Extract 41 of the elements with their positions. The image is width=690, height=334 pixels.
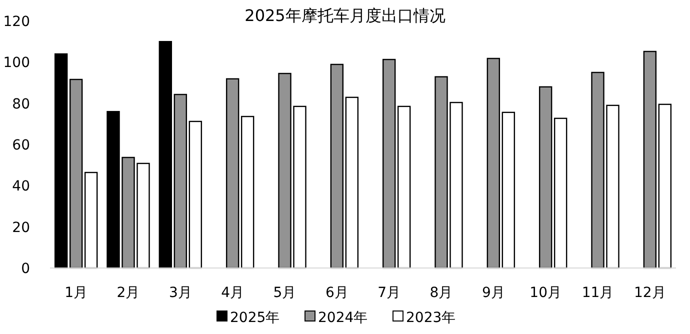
x-tick-label: 3月	[168, 285, 192, 301]
y-tick-label: 0	[21, 261, 30, 277]
bar	[188, 120, 202, 269]
bar	[345, 96, 359, 269]
x-tick-label: 11月	[582, 285, 614, 301]
bar	[554, 118, 568, 269]
legend-label: 2025年	[230, 310, 280, 326]
bar	[486, 58, 500, 269]
bar	[643, 50, 657, 269]
x-tick-label: 7月	[378, 285, 401, 301]
x-tick-label: 12月	[634, 285, 666, 301]
bar	[502, 112, 516, 269]
x-tick-label: 10月	[530, 285, 562, 301]
bar	[240, 116, 254, 269]
y-tick-label: 40	[12, 178, 30, 195]
bar	[382, 58, 396, 269]
y-tick-label: 60	[12, 138, 30, 154]
y-tick-label: 20	[12, 220, 30, 236]
x-tick-label: 9月	[482, 285, 505, 301]
bar	[538, 86, 552, 269]
x-tick-label: 4月	[221, 285, 244, 301]
bar	[226, 78, 240, 269]
x-tick-label: 6月	[325, 285, 348, 301]
chart-title: 2025年摩托车月度出口情况	[244, 6, 446, 25]
y-tick-label: 120	[3, 14, 30, 30]
x-tick-label: 2月	[116, 285, 140, 301]
bar	[54, 53, 68, 269]
x-tick-label: 5月	[273, 285, 296, 301]
bar	[69, 78, 83, 269]
legend-label: 2024年	[318, 310, 368, 326]
x-tick-label: 8月	[430, 285, 453, 301]
bar	[158, 40, 172, 269]
y-tick-label: 80	[12, 96, 30, 112]
bar	[397, 106, 411, 269]
bar	[658, 104, 672, 269]
x-tick-label: 1月	[64, 285, 88, 301]
y-tick-label: 100	[3, 55, 30, 72]
bar	[84, 172, 98, 269]
legend-label: 2023年	[406, 310, 456, 326]
bar	[330, 64, 344, 269]
bar	[174, 94, 188, 269]
